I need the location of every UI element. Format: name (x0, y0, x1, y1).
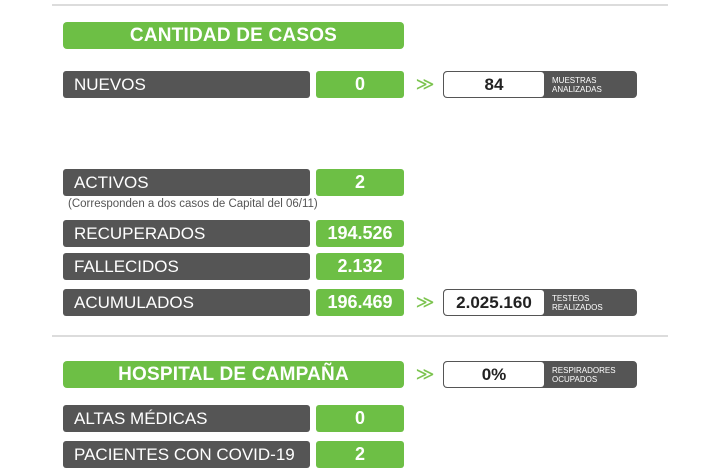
middle-divider (52, 335, 668, 337)
hospital-title: HOSPITAL DE CAMPAÑA (118, 363, 349, 385)
active-note: (Corresponden a dos casos de Capital del… (68, 198, 318, 210)
arrow-icon: ≫ (415, 74, 435, 94)
arrow-icon: ≫ (415, 292, 435, 312)
respirators-box: 0% RESPIRADORES OCUPADOS (443, 361, 637, 388)
new-value: 0 (316, 71, 404, 98)
active-value: 2 (316, 169, 404, 196)
respirators-caption: RESPIRADORES OCUPADOS (552, 365, 616, 384)
cases-header: CANTIDAD DE CASOS (63, 22, 404, 49)
samples-caption: MUESTRAS ANALIZADAS (552, 75, 602, 94)
recovered-label: RECUPERADOS (63, 220, 310, 247)
accumulated-label: ACUMULADOS (63, 289, 310, 316)
samples-box: 84 MUESTRAS ANALIZADAS (443, 71, 637, 98)
new-label: NUEVOS (63, 71, 310, 98)
patients-label: PACIENTES CON COVID-19 (63, 441, 310, 468)
tests-box: 2.025.160 TESTEOS REALIZADOS (443, 289, 637, 316)
accumulated-value: 196.469 (316, 289, 404, 316)
cases-title: CANTIDAD DE CASOS (129, 24, 338, 46)
recovered-value: 194.526 (316, 220, 404, 247)
active-label: ACTIVOS (63, 169, 310, 196)
tests-value: 2.025.160 (444, 290, 544, 315)
hospital-header: HOSPITAL DE CAMPAÑA (63, 361, 404, 388)
discharges-label: ALTAS MÉDICAS (63, 405, 310, 432)
arrow-icon: ≫ (415, 364, 435, 384)
deceased-label: FALLECIDOS (63, 253, 310, 280)
discharges-value: 0 (316, 405, 404, 432)
tests-caption: TESTEOS REALIZADOS (552, 293, 603, 312)
deceased-value: 2.132 (316, 253, 404, 280)
samples-value: 84 (444, 72, 544, 97)
patients-value: 2 (316, 441, 404, 468)
top-divider (52, 4, 668, 6)
respirators-value: 0% (444, 362, 544, 387)
